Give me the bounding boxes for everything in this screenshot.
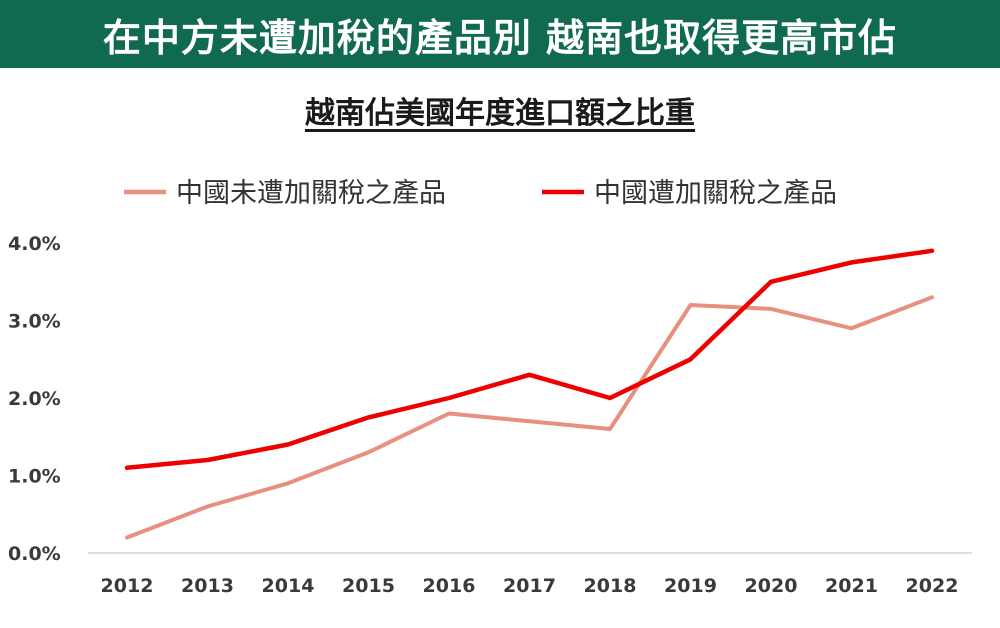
x-tick-label: 2017 — [503, 575, 556, 597]
series-line-2 — [124, 248, 935, 471]
series-lines — [124, 248, 935, 540]
chart-legend: 中國未遭加關稅之產品 中國遭加關稅之產品 — [124, 178, 837, 209]
page-title: 在中方未遭加稅的產品別 越南也取得更高市佔 — [102, 15, 898, 60]
x-tick-label: 2016 — [423, 575, 476, 597]
x-axis-ticks: 2012 2013 2014 2015 2016 2017 2018 2019 2020 2021… — [101, 575, 959, 597]
x-tick-label: 2012 — [101, 575, 154, 597]
x-tick-label: 2014 — [262, 575, 315, 597]
y-tick-label: 2.0% — [8, 388, 61, 410]
x-tick-label: 2013 — [181, 575, 234, 597]
series-line-1 — [125, 295, 934, 540]
y-axis-ticks: 0.0% 1.0% 2.0% 3.0% 4.0% — [8, 233, 61, 565]
x-tick-label: 2019 — [664, 575, 717, 597]
y-tick-label: 3.0% — [8, 311, 61, 333]
legend-label: 中國遭加關稅之產品 — [594, 178, 837, 209]
chart-title-wrap: 越南佔美國年度進口額之比重 — [0, 88, 1000, 132]
x-tick-label: 2022 — [906, 575, 959, 597]
y-tick-label: 1.0% — [8, 466, 61, 488]
legend-label: 中國未遭加關稅之產品 — [176, 178, 446, 209]
x-tick-label: 2021 — [825, 575, 878, 597]
header-banner: 在中方未遭加稅的產品別 越南也取得更高市佔 — [0, 0, 1000, 68]
y-tick-label: 4.0% — [8, 233, 61, 255]
x-tick-label: 2018 — [584, 575, 637, 597]
x-tick-label: 2020 — [745, 575, 798, 597]
chart-title: 越南佔美國年度進口額之比重 — [305, 96, 695, 131]
y-tick-label: 0.0% — [8, 543, 61, 565]
x-tick-label: 2015 — [342, 575, 395, 597]
